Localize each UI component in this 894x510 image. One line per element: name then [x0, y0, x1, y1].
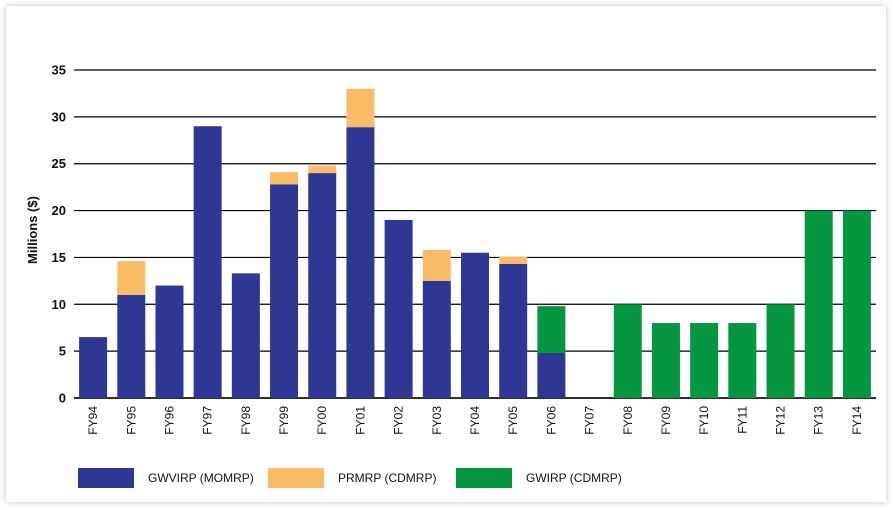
y-tick-label: 25 — [52, 156, 66, 171]
bar-fy01-series-1 — [346, 127, 375, 398]
legend-swatch — [456, 468, 512, 488]
bar-fy02-series-1 — [384, 219, 413, 398]
bar-fy13-series-3 — [804, 210, 833, 398]
x-tick-label: FY94 — [86, 406, 100, 435]
bar-fy03-series-2 — [422, 249, 451, 281]
x-tick-label: FY01 — [353, 406, 367, 435]
legend-swatch — [78, 468, 134, 488]
y-tick-label: 20 — [52, 203, 66, 218]
bar-fy08-series-3 — [613, 304, 642, 398]
x-tick-label: FY05 — [506, 406, 520, 435]
y-tick-label: 35 — [52, 63, 66, 78]
bar-fy14-series-3 — [842, 210, 871, 398]
x-tick-label: FY02 — [392, 406, 406, 435]
bar-fy00-series-2 — [308, 165, 337, 174]
x-tick-label: FY98 — [239, 406, 253, 435]
y-tick-label: 0 — [59, 391, 66, 406]
x-tick-label: FY14 — [850, 406, 864, 435]
x-tick-label: FY04 — [468, 406, 482, 435]
x-tick-labels: FY94 FY95 FY96 FY97 FY98 FY99 FY00 FY01 FY02 FY03… — [86, 406, 864, 435]
x-tick-label: FY11 — [735, 406, 749, 434]
bar-fy00-series-1 — [308, 173, 337, 398]
x-tick-label: FY08 — [621, 406, 635, 435]
bar-fy95-series-1 — [117, 294, 146, 398]
x-tick-label: FY99 — [277, 406, 291, 435]
bar-fy06-series-3 — [537, 306, 566, 354]
x-tick-label: FY12 — [774, 406, 788, 435]
bar-fy12-series-3 — [766, 304, 795, 398]
y-tick-label: 10 — [52, 297, 66, 312]
bars — [79, 88, 871, 398]
stacked-bar-chart: Millions ($) 0 5 10 15 20 25 30 35 FY94 FY95 FY96… — [25, 63, 876, 488]
bar-fy98-series-1 — [231, 273, 260, 398]
x-tick-label: FY97 — [201, 406, 215, 435]
y-axis-label: Millions ($) — [25, 196, 40, 264]
x-tick-label: FY06 — [544, 406, 558, 435]
bar-fy05-series-2 — [499, 256, 528, 264]
bar-fy09-series-3 — [651, 323, 680, 398]
legend-label: GWIRP (CDMRP) — [526, 471, 622, 485]
bar-fy05-series-1 — [499, 263, 528, 398]
legend-label: PRMRP (CDMRP) — [338, 471, 436, 485]
y-tick-label: 5 — [59, 344, 66, 359]
x-tick-label: FY96 — [162, 406, 176, 435]
y-tick-label: 15 — [52, 250, 66, 265]
bar-fy94-series-1 — [79, 337, 108, 398]
bar-fy01-series-2 — [346, 88, 375, 128]
x-tick-label: FY10 — [697, 406, 711, 435]
y-tick-labels: 0 5 10 15 20 25 30 35 — [52, 63, 66, 406]
x-tick-label: FY09 — [659, 406, 673, 435]
bar-fy04-series-1 — [461, 252, 489, 398]
bar-fy11-series-3 — [728, 323, 757, 398]
legend: GWVIRP (MOMRP) PRMRP (CDMRP) GWIRP (CDMRP) — [78, 468, 622, 488]
x-tick-label: FY95 — [124, 406, 138, 435]
bar-fy10-series-3 — [690, 323, 719, 398]
bar-fy99-series-2 — [270, 172, 299, 185]
bar-fy97-series-1 — [193, 126, 222, 398]
y-tick-label: 30 — [52, 109, 66, 124]
bar-fy95-series-2 — [117, 261, 146, 295]
x-tick-label: FY13 — [812, 406, 826, 435]
legend-swatch — [268, 468, 324, 488]
chart-frame: Millions ($) 0 5 10 15 20 25 30 35 FY94 FY95 FY96… — [6, 6, 886, 502]
bar-fy06-series-1 — [537, 353, 566, 398]
bar-fy96-series-1 — [155, 285, 184, 398]
legend-label: GWVIRP (MOMRP) — [148, 471, 254, 485]
x-tick-label: FY00 — [315, 406, 329, 435]
x-tick-label: FY07 — [583, 406, 597, 435]
bar-fy99-series-1 — [270, 184, 299, 398]
bar-fy03-series-1 — [422, 280, 451, 398]
x-tick-label: FY03 — [430, 406, 444, 435]
